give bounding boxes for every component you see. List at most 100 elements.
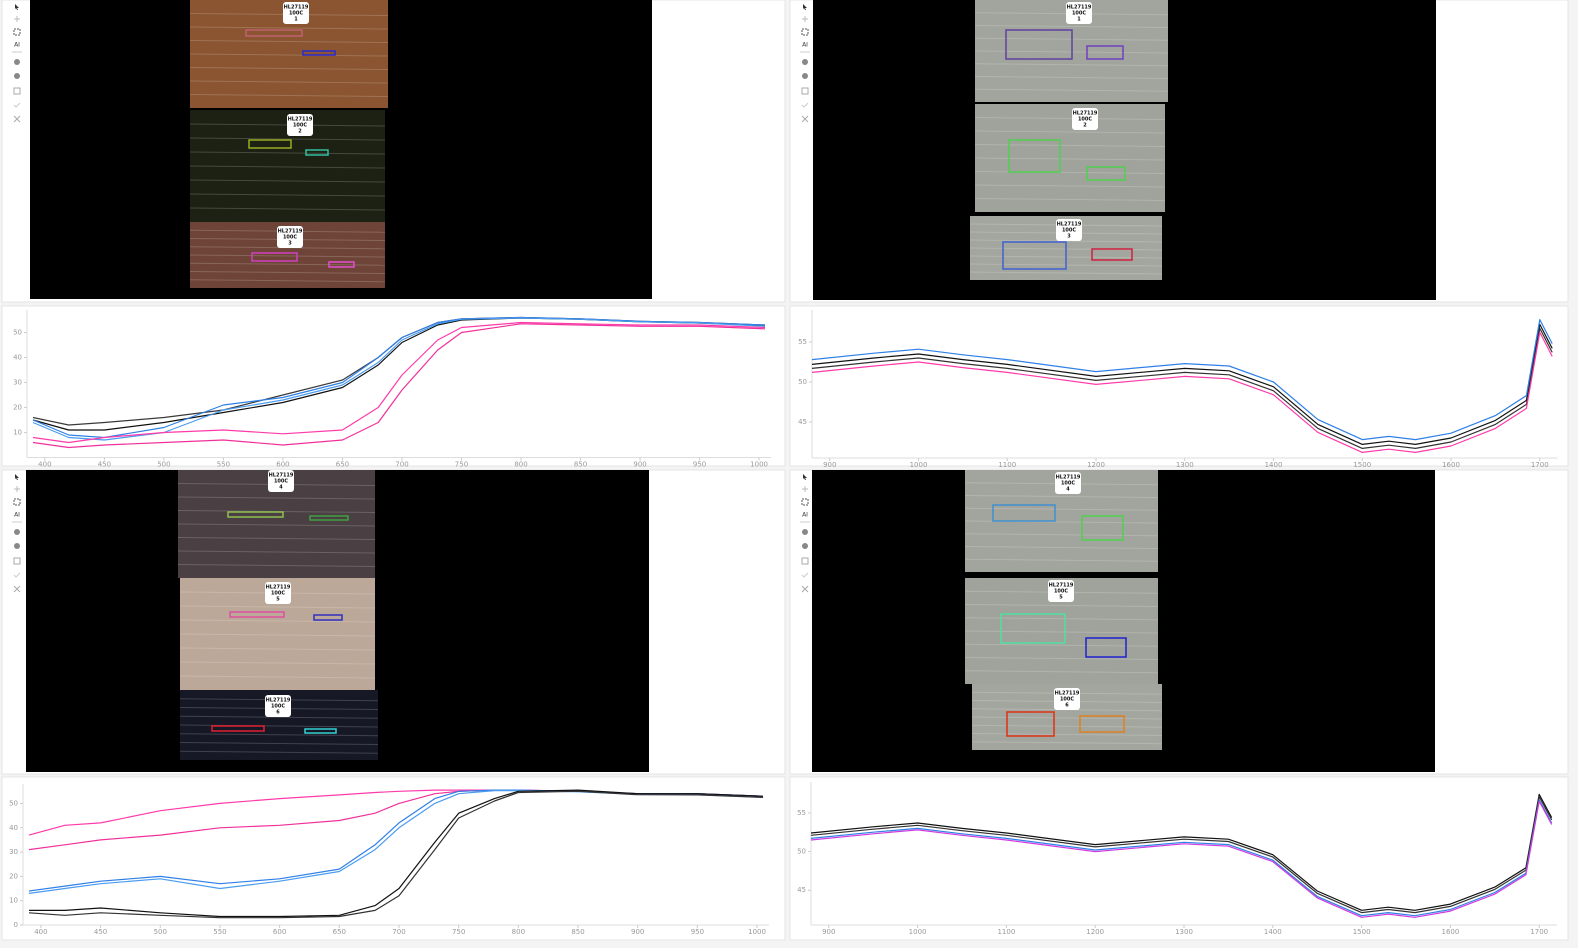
swatch-label: 2	[1083, 123, 1087, 129]
fabric-stripe	[189, 207, 386, 211]
tool-ai[interactable]: AI	[802, 42, 808, 49]
tool-check[interactable]	[13, 572, 21, 578]
spectrum-line	[810, 796, 1553, 914]
swatch-label: HL27119	[1055, 691, 1080, 697]
tool-circle[interactable]	[802, 73, 808, 79]
tool-box[interactable]	[801, 498, 809, 506]
roi-box[interactable]	[1005, 29, 1073, 60]
fabric-stripe	[971, 724, 1163, 728]
fabric-stripe	[189, 254, 386, 258]
fabric-stripe	[974, 184, 1166, 188]
roi-box[interactable]	[211, 725, 265, 732]
y-tick-label: 50	[13, 329, 22, 337]
roi-box[interactable]	[248, 139, 292, 149]
fabric-stripe	[974, 117, 1166, 120]
tool-circle[interactable]	[802, 59, 808, 65]
tool-close[interactable]	[801, 585, 809, 593]
roi-box[interactable]	[245, 29, 303, 37]
tool-ai[interactable]: AI	[14, 42, 20, 49]
roi-box[interactable]	[227, 511, 284, 518]
swatch-label: 100C	[1054, 589, 1068, 595]
roi-box[interactable]	[309, 515, 349, 521]
roi-box[interactable]	[305, 149, 329, 156]
tool-check[interactable]	[801, 102, 809, 108]
x-tick-label: 800	[514, 461, 527, 469]
tool-ai[interactable]: AI	[802, 512, 808, 519]
tool-circle[interactable]	[14, 59, 20, 65]
x-tick-label: 700	[392, 928, 405, 936]
tool-box[interactable]	[13, 28, 21, 36]
swatch-label: HL27119	[1073, 111, 1098, 117]
swatch-tag	[1072, 108, 1098, 130]
roi-box[interactable]	[1002, 241, 1067, 270]
roi-box[interactable]	[328, 261, 355, 268]
tool-select[interactable]	[803, 474, 807, 480]
tool-circle[interactable]	[802, 529, 808, 535]
fabric-stripe	[974, 63, 1169, 67]
tool-box[interactable]	[13, 498, 21, 506]
tool-close[interactable]	[13, 585, 21, 593]
fabric-stripe	[964, 657, 1159, 660]
tool-grid[interactable]	[13, 557, 21, 565]
fabric-stripe	[189, 279, 386, 283]
roi-box[interactable]	[1086, 166, 1126, 181]
fabric-stripe	[974, 88, 1169, 92]
swatch-tag	[1054, 688, 1080, 710]
fabric-stripe	[189, 179, 386, 183]
roi-box[interactable]	[302, 50, 336, 56]
tool-box[interactable]	[801, 28, 809, 36]
roi-box[interactable]	[1086, 45, 1124, 60]
roi-box[interactable]	[1006, 711, 1055, 737]
fabric-stripe	[189, 165, 386, 169]
roi-box[interactable]	[1085, 637, 1127, 658]
swatch-label: HL27119	[288, 117, 313, 123]
tool-check[interactable]	[801, 572, 809, 578]
x-tick-label: 600	[276, 461, 289, 469]
y-tick-label: 30	[13, 379, 22, 387]
x-tick-label: 650	[336, 461, 349, 469]
swatch-tag	[265, 582, 291, 604]
swatch-label: 3	[288, 241, 292, 247]
tool-grid[interactable]	[801, 557, 809, 565]
tool-check[interactable]	[13, 102, 21, 108]
roi-box[interactable]	[1008, 139, 1061, 173]
fabric-stripe	[971, 716, 1163, 720]
roi-box[interactable]	[251, 252, 298, 262]
roi-box[interactable]	[304, 728, 337, 734]
tool-add[interactable]	[14, 16, 20, 22]
x-tick-label: 950	[693, 461, 706, 469]
roi-box[interactable]	[992, 504, 1056, 522]
tool-select[interactable]	[15, 4, 19, 10]
tool-select[interactable]	[15, 474, 19, 480]
roi-box[interactable]	[1079, 715, 1125, 733]
swatch-tag	[283, 2, 309, 24]
tool-select[interactable]	[803, 4, 807, 10]
tool-close[interactable]	[801, 115, 809, 123]
tool-ai[interactable]: AI	[14, 512, 20, 519]
roi-box[interactable]	[229, 611, 285, 618]
tool-add[interactable]	[802, 16, 808, 22]
tool-circle[interactable]	[14, 543, 20, 549]
fabric-stripe	[177, 523, 376, 527]
fabric-stripe	[189, 151, 386, 155]
tool-circle[interactable]	[14, 73, 20, 79]
swatch-label: 100C	[1060, 697, 1074, 703]
tool-add[interactable]	[14, 486, 20, 492]
fabric-stripe	[969, 271, 1163, 275]
tool-grid[interactable]	[801, 87, 809, 95]
roi-box[interactable]	[313, 614, 343, 621]
y-tick-label: 50	[9, 799, 18, 807]
roi-box[interactable]	[1000, 613, 1066, 644]
roi-box[interactable]	[1091, 248, 1133, 261]
x-tick-label: 950	[691, 928, 704, 936]
tool-close[interactable]	[13, 115, 21, 123]
tool-add[interactable]	[802, 486, 808, 492]
tool-circle[interactable]	[14, 529, 20, 535]
x-tick-label: 850	[574, 461, 587, 469]
tool-circle[interactable]	[802, 543, 808, 549]
spectrum-line	[29, 789, 764, 918]
tool-grid[interactable]	[13, 87, 21, 95]
fabric-stripe	[974, 198, 1166, 201]
fabric-stripe	[964, 507, 1159, 511]
roi-box[interactable]	[1081, 515, 1124, 541]
